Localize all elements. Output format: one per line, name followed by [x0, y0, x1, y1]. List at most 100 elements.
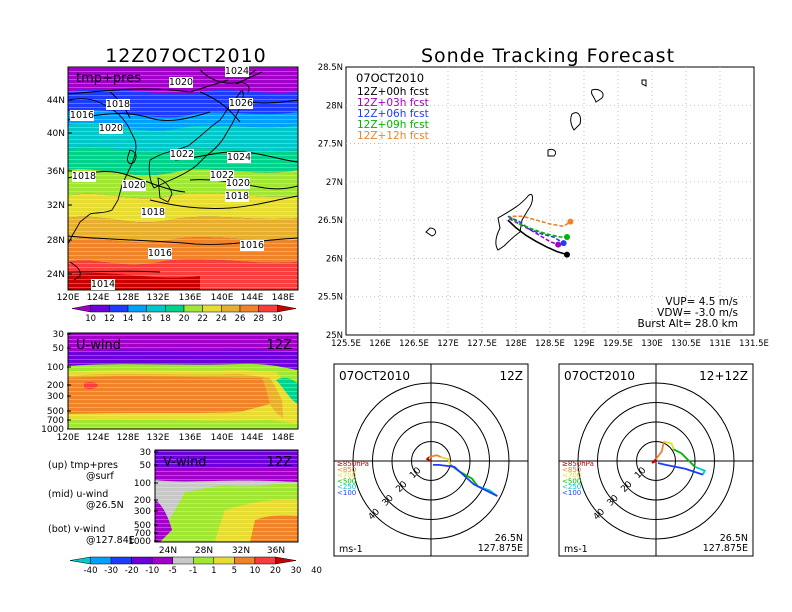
track-endpoint [567, 218, 574, 225]
track-lon-tick: 131.5E [739, 339, 769, 349]
track-lon-tick: 129.5E [603, 339, 633, 349]
pressure-tick: 100 [134, 479, 151, 489]
map-label: tmp+pres [76, 71, 141, 86]
isobar-label: 1022 [170, 149, 194, 160]
isobar-label-bg [170, 149, 194, 160]
hodograph-segment [425, 456, 432, 462]
colorbar-label: 10 [85, 314, 96, 324]
isobar-label: 1018 [72, 171, 96, 182]
pressure-tick: 500 [134, 521, 151, 531]
level-legend: <700 [337, 472, 356, 480]
lon-tick: 28N [195, 546, 213, 556]
level-legend: <850 [337, 466, 356, 474]
colorbar-label: 20 [270, 566, 281, 576]
isobar-label: 1022 [210, 170, 234, 181]
pressure-tick: 100 [47, 363, 64, 373]
level-legend: ≥850hPa [562, 460, 594, 468]
colorbar-swatch [109, 304, 129, 313]
lon-tick: 148E [272, 293, 295, 303]
track-lon-tick: 128E [505, 339, 527, 349]
isobar-label-bg [240, 240, 264, 251]
isobar-label-bg [169, 77, 193, 88]
colorbar-swatch [202, 304, 222, 313]
level-legend: <500 [337, 477, 356, 485]
lon-tick: 128E [117, 433, 140, 443]
lon-tick: 128E [117, 293, 140, 303]
label-bg [478, 369, 525, 383]
hodograph-lon: 127.875E [478, 543, 523, 554]
track-endpoint [564, 251, 570, 258]
wind-colorbar: -40 -30 -20 -10 -5 -1 1 5 10 20 30 40 [69, 556, 322, 576]
map-lat-tick: 40N [47, 129, 65, 139]
map-lat-ticks: 44N 40N 36N 32N 28N 24N [47, 96, 72, 280]
isobar-label-bg [210, 170, 234, 181]
isobar-label-bg [226, 178, 250, 189]
level-legend: <100 [562, 489, 581, 497]
track-series-line [512, 215, 571, 228]
lon-tick: 124E [87, 293, 110, 303]
pressure-tick: 700 [134, 529, 151, 539]
colorbar-label: -30 [104, 566, 118, 576]
isobar-label: 1016 [70, 110, 94, 121]
label-bg [562, 369, 632, 383]
colorbar-swatch [165, 304, 185, 313]
isobar-label: 1016 [240, 240, 264, 251]
pressure-tick: 50 [140, 461, 152, 471]
colorbar-swatch [213, 556, 235, 565]
temperature-colorbar: 10 12 14 16 18 20 22 24 26 28 30 [71, 304, 297, 324]
isobar-label-bg [106, 99, 130, 110]
colorbar-label: 26 [235, 314, 246, 324]
level-legend: <250 [337, 483, 356, 491]
vwind-time: 12Z [267, 455, 293, 470]
isobar-label-bg [225, 191, 249, 202]
colorbar-swatch [275, 556, 297, 565]
track-endpoint [555, 241, 562, 248]
colorbar-swatch [69, 556, 91, 565]
colorbar-swatch [258, 304, 278, 313]
track-legend-entry: 12Z+09h fcst [357, 119, 429, 131]
lon-tick: 120E [57, 433, 80, 443]
map-lat-tick: 36N [47, 167, 65, 177]
isobar-label-bg [122, 180, 146, 191]
main-title: 12Z07OCT2010 [105, 45, 267, 67]
map-lat-tick: 28N [47, 236, 65, 246]
lon-tick: 136E [179, 293, 202, 303]
track-grid [346, 67, 754, 335]
map-lon-ticks: 120E 124E 128E 132E 136E 140E 144E 148E [57, 293, 295, 303]
hodograph-segment [694, 466, 706, 476]
track-lat-tick: 26.5N [318, 216, 343, 226]
label-bg [701, 530, 750, 554]
lon-tick: 144E [241, 293, 264, 303]
isobar-label: 1024 [225, 66, 249, 77]
track-lon-tick: 129E [573, 339, 595, 349]
pressure-tick: 500 [47, 407, 64, 417]
isobar-label-bg [91, 279, 115, 290]
track-lines [507, 215, 574, 258]
lon-tick: 36N [267, 546, 285, 556]
lon-tick: 136E [179, 433, 202, 443]
lon-tick: 120E [57, 293, 80, 303]
colorbar-label: 20 [179, 314, 190, 324]
pressure-tick: 50 [53, 344, 65, 354]
isobar-label: 1018 [106, 99, 130, 110]
isobar-label: 1018 [225, 191, 249, 202]
track-param: VDW= -3.0 m/s [657, 307, 738, 319]
colorbar-swatch [146, 304, 166, 313]
label-bg [703, 369, 750, 383]
track-lat-ticks: 28.5N 28N 27.5N 27N 26.5N 26N 25.5N 25N [318, 63, 343, 341]
pressure-tick: 1000 [128, 537, 151, 547]
lon-tick: 32N [232, 546, 250, 556]
hodograph-date: 07OCT2010 [339, 369, 410, 383]
map-lat-tick: 32N [47, 201, 65, 211]
uwind-label: U-wind [76, 338, 121, 353]
lon-tick: 24N [159, 546, 177, 556]
map-lat-tick: 24N [47, 270, 65, 280]
track-endpoint [564, 233, 570, 240]
colorbar-label: -10 [145, 566, 159, 576]
colorbar-swatch [239, 304, 259, 313]
pressure-tick: 200 [134, 496, 151, 506]
uwind-time: 12Z [267, 338, 293, 353]
panel-description: (up) tmp+pres@surf (mid) u-wind@26.5N (bot… [48, 460, 135, 546]
